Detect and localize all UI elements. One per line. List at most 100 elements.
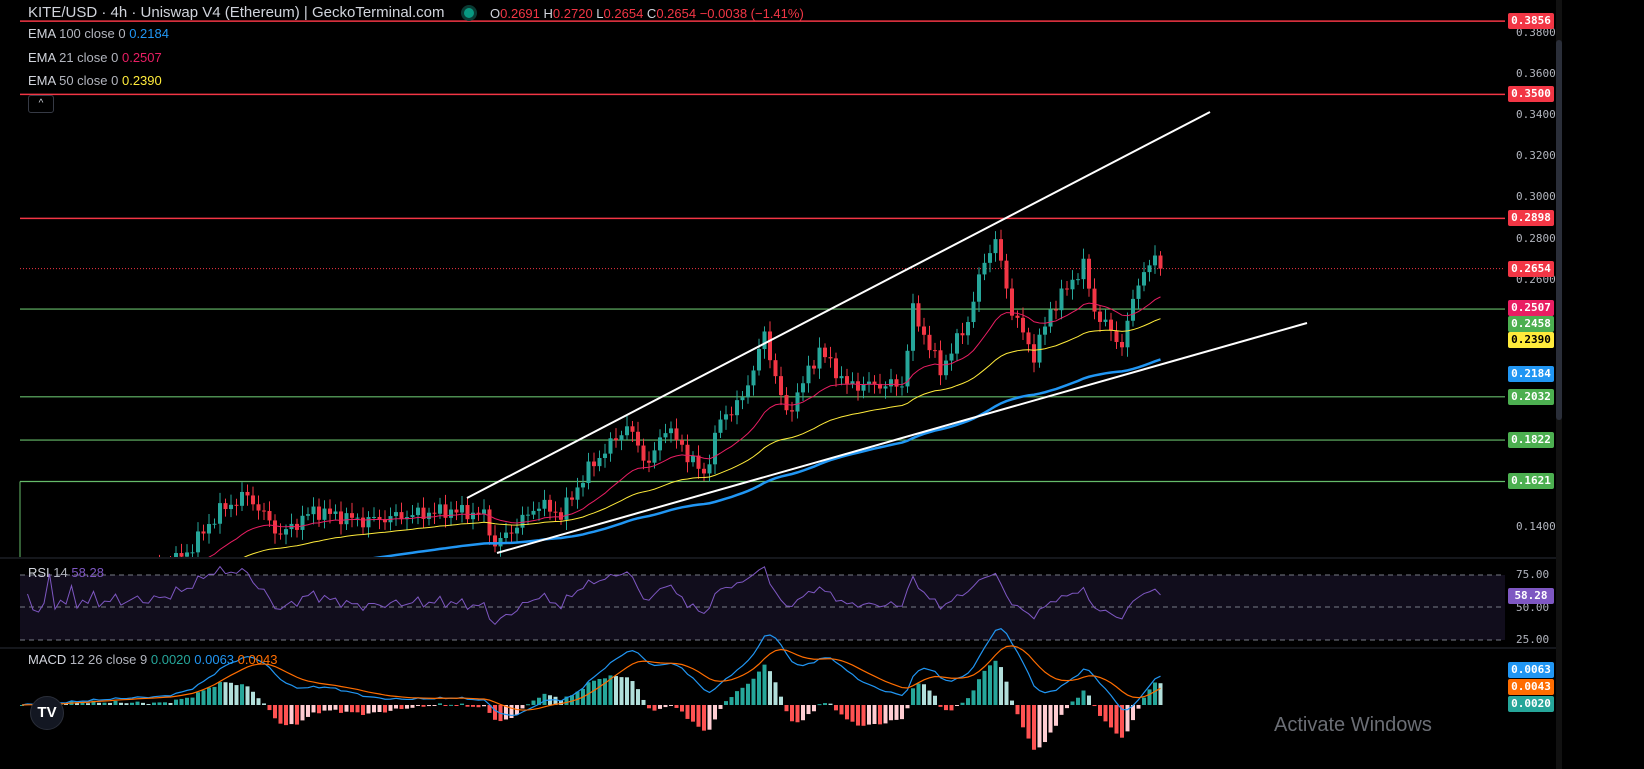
candle-body (1120, 341, 1124, 348)
candle-body (702, 468, 706, 474)
macd-histogram-bar (218, 682, 222, 705)
macd-histogram-bar (1158, 683, 1163, 705)
macd-histogram-bar (388, 705, 393, 711)
ema100-name: EMA (28, 26, 56, 41)
macd-histogram-bar (1087, 695, 1091, 705)
candle-body (685, 444, 690, 463)
legend-ema100[interactable]: EMA 100 close 0 0.2184 (28, 26, 169, 41)
price-tick: 0.2800 (1516, 231, 1556, 245)
candle-body (630, 426, 635, 432)
collapse-legend-button[interactable]: ^ (28, 95, 54, 113)
candle-body (603, 453, 607, 458)
price-tag: 0.1822 (1508, 432, 1554, 449)
macd-histogram-bar (399, 705, 404, 710)
macd-histogram-bar (372, 705, 376, 713)
price-tag: 0.2654 (1508, 260, 1554, 277)
macd-histogram-bar (982, 670, 987, 705)
macd-histogram-bar (234, 685, 239, 705)
candle-body (537, 508, 541, 511)
price-tick: 0.3000 (1516, 190, 1556, 204)
macd-line (21, 627, 1161, 717)
macd-histogram-bar (97, 702, 101, 705)
candles (136, 229, 1163, 571)
candle-body (856, 381, 860, 391)
macd-params: 12 26 close 9 (69, 652, 148, 667)
macd-histogram-bar (564, 696, 569, 705)
macd-histogram-bar (102, 702, 107, 705)
candle-body (955, 333, 959, 354)
rsi-params: 14 (53, 565, 68, 580)
candle-body (647, 460, 651, 463)
rsi-tick: 25.00 (1516, 633, 1550, 646)
macd-histogram-bar (146, 703, 151, 705)
ema21-params: 21 close 0 (59, 50, 119, 65)
tradingview-logo[interactable]: TV (30, 696, 64, 730)
candle-body (713, 432, 717, 465)
macd-histogram-bar (493, 705, 497, 720)
macd-histogram-bar (1076, 697, 1080, 705)
candle-body (1103, 319, 1108, 322)
macd-histogram-bar (168, 703, 173, 705)
candle-body (1037, 334, 1042, 363)
macd-histogram-bar (163, 702, 167, 705)
macd-histogram-bar (735, 691, 739, 705)
macd-histogram-bar (592, 680, 596, 705)
candle-body (845, 376, 849, 384)
candle-body (762, 331, 767, 350)
candle-body (911, 303, 915, 351)
macd-histogram-bar (80, 702, 85, 705)
candle-body (158, 565, 162, 567)
candle-body (993, 239, 998, 254)
candle-body (245, 491, 250, 496)
scrollbar[interactable] (1556, 0, 1562, 769)
macd-histogram-bar (113, 700, 118, 705)
market-status-icon (464, 8, 474, 18)
candle-body (707, 464, 712, 474)
macd-histogram-bar (1054, 705, 1058, 726)
macd-histogram-bar (740, 687, 745, 705)
macd-histogram-bar (949, 705, 954, 711)
macd-histogram-bar (630, 681, 635, 705)
macd-histogram-bar (641, 699, 646, 705)
candle-body (1076, 279, 1080, 281)
macd-histogram-bar (416, 705, 420, 706)
macd-histogram-bar (768, 671, 772, 705)
macd-histogram-bar (449, 704, 453, 706)
candle-body (509, 532, 514, 534)
macd-histogram-bar (317, 705, 321, 714)
candle-body (790, 410, 794, 412)
price-tick: 0.1400 (1516, 520, 1556, 533)
rsi-tick: 50.00 (1516, 601, 1550, 614)
candle-body (185, 552, 189, 557)
legend-rsi[interactable]: RSI 14 58.28 (28, 565, 104, 580)
activate-windows-watermark: Activate Windows (1274, 714, 1432, 736)
macd-histogram-bar (344, 705, 349, 712)
candle-body (806, 365, 811, 384)
candle-body (1010, 288, 1014, 316)
candle-body (207, 524, 211, 534)
legend-macd[interactable]: MACD 12 26 close 9 0.0020 0.0063 0.0043 (28, 652, 277, 667)
legend-ema50[interactable]: EMA 50 close 0 0.2390 (28, 73, 162, 88)
candle-body (350, 513, 354, 518)
rsi-name: RSI (28, 565, 50, 580)
macd-histogram-bar (394, 705, 398, 709)
candle-body (823, 347, 827, 358)
candle-body (1098, 311, 1102, 322)
candle-body (933, 350, 937, 352)
ema100-line (372, 358, 1161, 557)
candle-body (432, 512, 437, 514)
macd-hist-value: 0.0020 (150, 652, 191, 667)
candle-body (427, 512, 431, 519)
candle-body (768, 331, 772, 361)
legend-ema21[interactable]: EMA 21 close 0 0.2507 (28, 50, 162, 65)
candle-body (493, 535, 497, 547)
price-tag: 0.2507 (1508, 300, 1554, 316)
price-tag: 0.2184 (1508, 366, 1554, 382)
macd-histogram-bar (696, 705, 701, 727)
macd-histogram-bar (520, 705, 525, 709)
macd-histogram-bar (1048, 705, 1053, 733)
candle-body (136, 567, 140, 571)
candle-body (1092, 288, 1097, 312)
candle-body (1015, 315, 1020, 318)
